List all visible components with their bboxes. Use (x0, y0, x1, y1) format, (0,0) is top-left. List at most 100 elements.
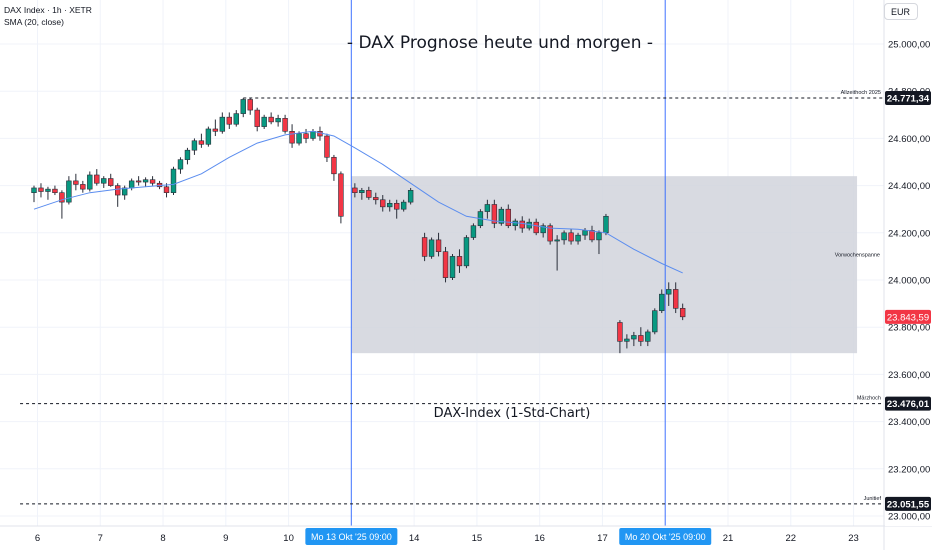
candle-body (449, 256, 456, 278)
last-price-badge (885, 309, 931, 324)
candle-body (289, 131, 295, 144)
candle-body (568, 232, 574, 242)
range-zone: Vorwochenspanne (351, 176, 880, 354)
candle-body (198, 140, 205, 145)
last-price-text: 23.843,59 (887, 312, 929, 323)
candle-body (666, 289, 672, 295)
currency-selector[interactable]: EUR (884, 3, 918, 20)
candle-body (310, 131, 316, 139)
candle-body (177, 159, 184, 170)
candle-body (672, 289, 679, 309)
candle-body (659, 293, 665, 311)
level-value-badge (885, 496, 931, 511)
candle-body (331, 156, 337, 175)
candle-body (652, 310, 658, 333)
candle-body (456, 256, 463, 267)
candle-body (540, 225, 546, 234)
candle-body (631, 335, 637, 340)
indicator-legend[interactable]: SMA (20, close) (4, 17, 64, 27)
candle-body (603, 215, 609, 234)
candle-body (547, 225, 553, 242)
candle-body (428, 239, 435, 257)
time-highlight-label: Mo 13 Okt '25 09:00 (311, 532, 392, 542)
level-value-badge (885, 90, 931, 105)
candle-body (233, 113, 239, 125)
candle-body (261, 116, 267, 127)
time-tick-label: 21 (723, 533, 734, 544)
time-axis-ticks: 6 7 8 9 10 14 15 16 17 21 22 23 Mo 13 Okt '25 09:00 M… (35, 528, 859, 545)
candle-body (561, 232, 567, 241)
candle-body (275, 118, 281, 123)
candle-body (108, 178, 114, 186)
candle-body (240, 99, 246, 114)
level-label: Märzhoch (857, 396, 881, 402)
candle-body (205, 128, 212, 145)
candle-body (163, 186, 170, 193)
range-zone-rect (351, 176, 858, 354)
candle-body (31, 187, 37, 193)
candle-body (366, 190, 372, 198)
candle-body (645, 331, 651, 342)
candle-body (491, 204, 498, 224)
level-value-badge (885, 396, 931, 411)
candle-body (533, 221, 539, 234)
candle-body (135, 180, 142, 183)
level-value-text: 23.476,01 (887, 399, 930, 410)
price-tick-label: 24.000,00 (888, 276, 930, 287)
candle-body (170, 168, 177, 193)
candle-body (407, 190, 414, 203)
time-tick-label: 8 (160, 533, 165, 544)
candle-body (247, 99, 253, 111)
chart-title: - DAX Prognose heute und morgen - (347, 33, 653, 53)
candle-body (268, 116, 274, 123)
candle-body (87, 174, 93, 190)
candle-body (505, 208, 511, 227)
candle-body (624, 338, 630, 342)
symbol-legend[interactable]: DAX Index · 1h · XETR (4, 5, 92, 15)
price-tick-label: 24.600,00 (888, 134, 930, 145)
candle-body (59, 192, 65, 203)
candle-body (38, 187, 44, 192)
candle-body (115, 185, 121, 196)
candle-body (359, 190, 365, 193)
candle-body (373, 197, 379, 201)
candle-body (589, 230, 595, 241)
level-label: Junitief (864, 496, 882, 502)
price-axis-bg (885, 0, 932, 526)
candle-body (387, 203, 393, 208)
candle-body (226, 116, 232, 125)
candle-body (101, 178, 107, 184)
candle-body (442, 251, 449, 278)
candle-body (638, 335, 644, 342)
candle-body (94, 174, 100, 184)
candle-body (149, 179, 156, 184)
time-tick-label: 16 (534, 533, 545, 544)
time-tick-label: 15 (472, 533, 483, 544)
sma-polyline (33, 130, 683, 274)
candle-body (219, 116, 226, 132)
vertical-markers (350, 0, 666, 526)
time-tick-label: 7 (98, 533, 103, 544)
candles (31, 98, 686, 354)
candle-body (575, 234, 581, 242)
chart-titles: - DAX Prognose heute und morgen - DAX-In… (347, 33, 653, 421)
candle-body (66, 180, 72, 203)
candle-body (191, 140, 198, 151)
candle-body (121, 187, 128, 196)
candle-body (142, 179, 149, 183)
time-tick-label: 17 (597, 533, 608, 544)
level-value-text: 24.771,34 (887, 93, 930, 104)
candle-body (679, 308, 686, 318)
time-highlight-badge (305, 528, 398, 545)
candle-body (80, 184, 86, 190)
candle-body (484, 204, 491, 212)
candle-body (338, 173, 344, 217)
candle-body (212, 128, 219, 132)
candle-body (45, 188, 51, 192)
candle-body (128, 180, 135, 189)
candle-body (554, 239, 560, 242)
candle-body (73, 180, 79, 185)
candle-body (184, 149, 191, 160)
candle-body (596, 232, 602, 241)
